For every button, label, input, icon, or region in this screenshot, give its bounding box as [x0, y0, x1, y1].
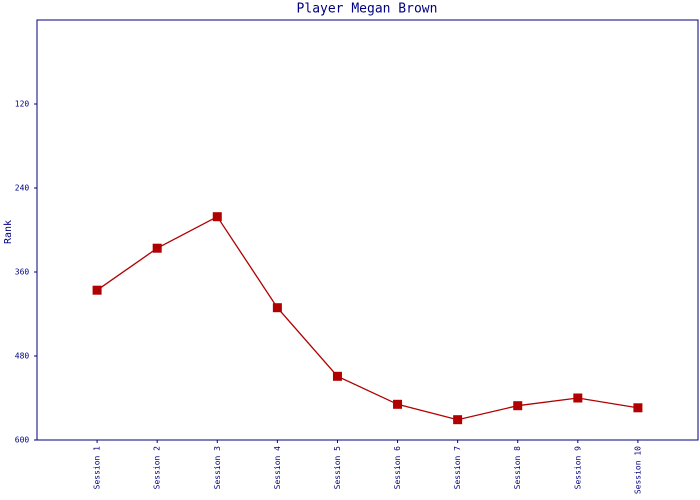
y-tick-label: 240 [15, 184, 30, 193]
point-marker [332, 371, 342, 381]
series-line [96, 215, 639, 421]
point-marker [272, 303, 282, 313]
x-tick-label: Session 7 [453, 446, 462, 490]
point-marker [633, 403, 643, 413]
x-tick-label: Session 6 [393, 446, 402, 490]
plot-frame [36, 19, 699, 441]
y-tick-label: 480 [15, 352, 30, 361]
point-marker [212, 212, 222, 222]
point-marker [393, 399, 403, 409]
y-tick-label: 360 [15, 268, 30, 277]
point-marker [573, 393, 583, 403]
x-tick-label: Session 9 [573, 446, 582, 490]
x-tick-label: Session 8 [513, 446, 522, 490]
point-marker [92, 285, 102, 295]
x-tick-label: Session 1 [93, 446, 102, 490]
y-tick-label: 120 [15, 100, 30, 109]
chart-title: Player Megan Brown [297, 2, 438, 17]
point-marker [453, 415, 463, 425]
x-tick-label: Session 10 [633, 446, 642, 494]
x-tick-label: Session 2 [153, 446, 162, 490]
point-marker [152, 243, 162, 253]
x-tick-label: Session 5 [333, 446, 342, 490]
y-tick-label: 600 [15, 436, 30, 445]
point-marker [513, 401, 523, 411]
x-tick-label: Session 4 [273, 446, 282, 490]
x-tick-label: Session 3 [213, 446, 222, 490]
y-axis-label: Rank [3, 220, 14, 244]
